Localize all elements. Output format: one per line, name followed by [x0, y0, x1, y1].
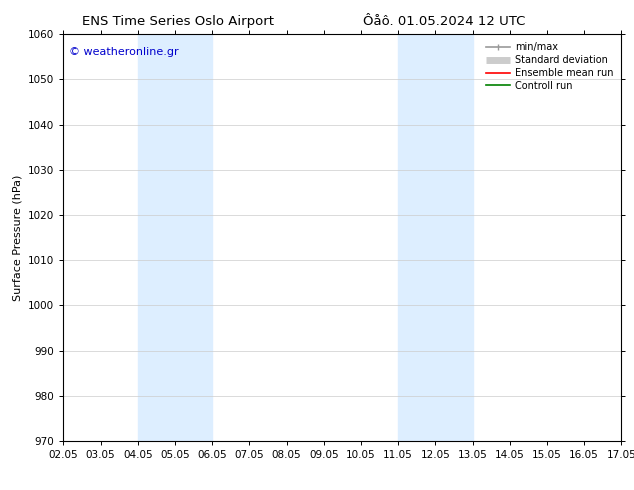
Bar — [398, 34, 472, 441]
Y-axis label: Surface Pressure (hPa): Surface Pressure (hPa) — [13, 174, 23, 301]
Text: © weatheronline.gr: © weatheronline.gr — [69, 47, 179, 56]
Legend: min/max, Standard deviation, Ensemble mean run, Controll run: min/max, Standard deviation, Ensemble me… — [483, 39, 616, 94]
Text: Ôåô. 01.05.2024 12 UTC: Ôåô. 01.05.2024 12 UTC — [363, 15, 525, 28]
Text: ENS Time Series Oslo Airport: ENS Time Series Oslo Airport — [82, 15, 273, 28]
Bar — [138, 34, 212, 441]
